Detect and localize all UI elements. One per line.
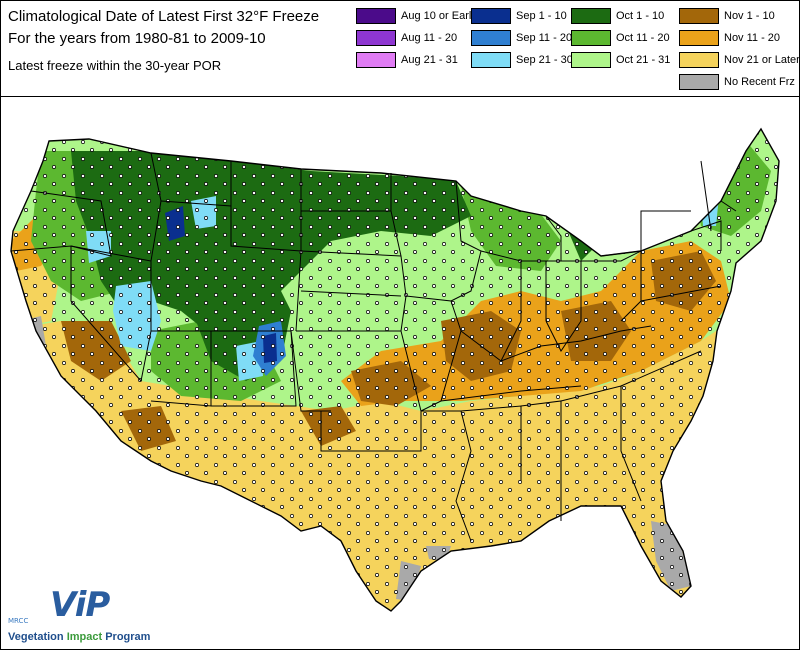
map-note: Latest freeze within the 30-year POR: [8, 58, 222, 73]
legend-label: Oct 21 - 31: [616, 54, 671, 66]
legend-swatch: [679, 8, 719, 24]
legend-label: Oct 1 - 10: [616, 10, 665, 22]
legend-label: Nov 11 - 20: [724, 32, 781, 44]
legend-label: Sep 11 - 20: [516, 32, 573, 44]
legend-swatch: [571, 30, 611, 46]
legend-label: Sep 21 - 30: [516, 54, 573, 66]
legend-swatch: [571, 52, 611, 68]
legend-label: Nov 21 or Later: [724, 54, 800, 66]
vip-letter-v: V: [50, 585, 76, 625]
map-title: Climatological Date of Latest First 32°F…: [8, 8, 320, 25]
legend-swatch: [679, 52, 719, 68]
legend-swatch: [471, 52, 511, 68]
program-name: Vegetation Impact Program: [8, 631, 150, 643]
legend-swatch: [356, 8, 396, 24]
legend-swatch: [356, 30, 396, 46]
legend-label: Aug 21 - 31: [401, 54, 458, 66]
freeze-zones: [11, 129, 779, 611]
legend: Aug 10 or Earlier Aug 11 - 20 Aug 21 - 3…: [356, 8, 800, 93]
zone-no-recent-freeze: [81, 431, 121, 461]
program-word-program: Program: [105, 631, 151, 643]
map-subtitle: For the years from 1980-81 to 2009-10: [8, 30, 266, 47]
legend-swatch: [471, 8, 511, 24]
legend-swatch: [571, 8, 611, 24]
legend-swatch: [679, 74, 719, 90]
legend-label: Oct 11 - 20: [616, 32, 670, 44]
vip-letter-p: P: [85, 585, 110, 625]
legend-swatch: [679, 30, 719, 46]
legend-swatch: [471, 30, 511, 46]
legend-label: No Recent Frz: [724, 76, 795, 88]
legend-label: Aug 11 - 20: [401, 32, 458, 44]
station-dots: [11, 129, 779, 611]
legend-label: Sep 1 - 10: [516, 10, 567, 22]
vip-wordmark: ViP: [50, 585, 110, 625]
state-boundaries: [10, 127, 780, 612]
program-word-impact: Impact: [66, 631, 103, 643]
program-word-vegetation: Vegetation: [8, 631, 64, 643]
map-header: Climatological Date of Latest First 32°F…: [1, 1, 800, 97]
us-freeze-map: [10, 127, 780, 612]
legend-swatch: [356, 52, 396, 68]
mrcc-label: MRCC: [8, 617, 29, 625]
vip-logo: ViP MRCC Vegetation Impact Program: [6, 585, 176, 645]
vip-letter-i: i: [74, 585, 87, 625]
legend-label: Aug 10 or Earlier: [401, 10, 484, 22]
legend-label: Nov 1 - 10: [724, 10, 775, 22]
